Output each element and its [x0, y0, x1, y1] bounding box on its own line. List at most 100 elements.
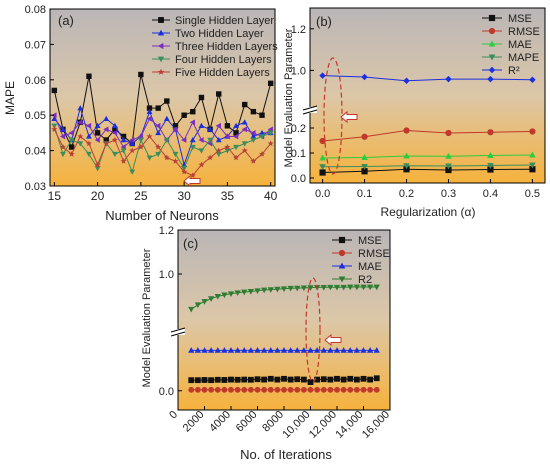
point-two-hidden-layer [241, 119, 248, 125]
point-rmse [247, 386, 254, 393]
series-rmse [188, 386, 380, 393]
panel-label-c: (c) [183, 236, 198, 251]
point-r2 [360, 284, 367, 291]
point-rmse [334, 386, 340, 393]
point-single-hidden-layer [138, 71, 144, 78]
point-four-hidden-layers [68, 137, 75, 143]
x-tick-label-c: 12,000 [307, 409, 339, 441]
point-mae [373, 347, 380, 353]
y-tick-label-b: 0.1 [291, 148, 306, 160]
point-mae [208, 347, 215, 353]
point-mape [529, 162, 536, 169]
point-mae [367, 347, 374, 353]
series-group-c [188, 284, 380, 393]
legend-label: Single Hidden Layer [175, 15, 274, 27]
legend-item-mape: MAPE [482, 52, 539, 64]
point-four-hidden-layers [207, 137, 214, 143]
point-mae [241, 347, 248, 353]
x-tick-label-b: 0.0 [315, 188, 330, 200]
point-four-hidden-layers [51, 123, 58, 129]
point-rmse [267, 386, 274, 393]
point-five-hidden-layers [215, 147, 222, 154]
point-r2 [320, 285, 327, 291]
y-tick-label-b: 0.0 [291, 173, 306, 185]
point-mape [487, 162, 494, 169]
point-two-hidden-layer [155, 129, 162, 136]
x-tick-label-a: 20 [91, 189, 105, 203]
x-tick-label-a: 30 [177, 189, 191, 203]
point-rmse [274, 386, 281, 393]
point-four-hidden-layers [77, 141, 84, 147]
point-mae [340, 347, 347, 353]
point-rmse [254, 386, 261, 393]
point-rmse [281, 386, 287, 393]
point-mae [347, 347, 354, 353]
point-mae [320, 347, 327, 353]
point-mape [361, 163, 368, 170]
point-r2 [327, 284, 334, 291]
point-two-hidden-layer [146, 108, 153, 114]
point-five-hidden-layers [189, 172, 196, 178]
point-rmse [319, 137, 326, 145]
legend-item-mae: MAE [332, 261, 382, 273]
point-mae [333, 347, 341, 353]
point-two-hidden-layer [94, 122, 101, 129]
point-five-hidden-layers [233, 154, 240, 161]
point-single-hidden-layer [94, 130, 101, 136]
point-r2 [221, 292, 228, 299]
point-single-hidden-layer [250, 108, 257, 115]
legend-marker [488, 27, 496, 35]
point-mse [367, 376, 374, 383]
point-r2 [234, 290, 241, 296]
point-five-hidden-layers [207, 154, 214, 161]
point-five-hidden-layers [155, 143, 162, 150]
panel-a: 15 20 25 30 35 40 0.03 0.04 0.05 0.06 0.07 0.08 (a)… [3, 4, 278, 223]
point-single-hidden-layer [198, 94, 205, 101]
line-r [322, 75, 533, 82]
point-two-hidden-layer [86, 133, 92, 139]
point-three-hidden-layers [267, 126, 273, 133]
legend-item-mse: MSE [332, 235, 382, 247]
legend-label: Five Hidden Layers [175, 67, 270, 79]
x-tick-label-b: 0.3 [441, 188, 456, 200]
point-rmse [320, 386, 327, 393]
legend-marker [338, 262, 346, 269]
point-rmse [327, 386, 334, 393]
point-four-hidden-layers [267, 130, 274, 136]
point-mae [234, 347, 241, 353]
point-rmse [307, 386, 314, 393]
series-r [319, 72, 536, 85]
series-single-hidden-layer [51, 71, 274, 150]
legend-item-rmse: RMSE [482, 26, 540, 38]
point-two-hidden-layer [103, 115, 110, 121]
point-five-hidden-layers [250, 158, 257, 164]
point-mae [300, 347, 307, 353]
point-mse [188, 377, 195, 384]
plot-area-b [309, 7, 546, 184]
point-two-hidden-layer [215, 136, 222, 143]
point-rmse [300, 386, 307, 393]
point-mae [247, 347, 254, 353]
point-single-hidden-layer [267, 80, 274, 87]
point-rmse [214, 386, 221, 393]
point-mae [287, 347, 294, 353]
point-mse [360, 375, 367, 382]
point-five-hidden-layers [146, 133, 153, 140]
point-mse [234, 376, 241, 383]
point-rmse [314, 386, 321, 393]
point-five-hidden-layers [85, 140, 92, 147]
point-two-hidden-layer [189, 136, 196, 143]
point-mae [307, 347, 314, 353]
point-four-hidden-layers [241, 141, 248, 147]
point-mae [214, 347, 221, 353]
point-mae [254, 347, 261, 353]
point-four-hidden-layers [250, 137, 257, 143]
point-rmse [347, 386, 354, 393]
point-single-hidden-layer [68, 144, 75, 150]
point-three-hidden-layers [241, 126, 247, 133]
point-r2 [294, 285, 301, 292]
point-mse [287, 376, 294, 383]
legend-marker [158, 17, 164, 23]
point-mse [347, 375, 354, 382]
x-tick-label-b: 0.4 [483, 188, 498, 200]
